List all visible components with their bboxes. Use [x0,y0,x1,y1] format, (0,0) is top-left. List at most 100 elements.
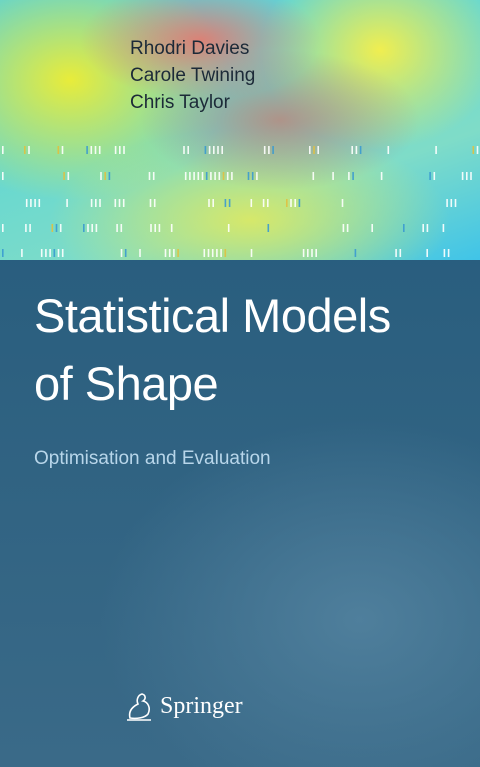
dash [94,146,97,154]
dash [98,146,101,154]
dash [231,172,233,180]
dash [286,199,288,207]
publisher: Springer [160,692,243,719]
dash [450,199,453,207]
dash [354,249,357,257]
dash [256,172,258,180]
dash [218,172,221,180]
dash [422,224,424,232]
dash [139,249,141,257]
dash [311,249,313,257]
dash [247,172,250,180]
dash [213,146,215,154]
dash [63,172,65,180]
dash [34,199,36,207]
dash [120,249,123,257]
dash [124,249,127,257]
dash [212,199,214,207]
dash [123,146,125,154]
dash [312,172,315,180]
dash [205,172,208,180]
dash [95,224,98,232]
author: Chris Taylor [130,92,230,113]
dash [472,146,475,154]
dash [57,146,60,154]
dash [228,199,231,207]
dash [272,146,274,154]
dash [91,224,93,232]
dash [227,224,230,232]
dash [309,146,311,154]
dash [153,199,156,207]
dash [399,249,402,257]
title-line: of Shape [34,357,219,410]
publisher-logo: Springer [124,690,243,722]
dash [250,199,253,207]
dash [118,199,121,207]
dash [25,224,27,232]
dash [59,224,62,232]
dash [149,199,152,207]
dash [25,199,28,207]
dash [2,172,4,180]
dash [251,172,254,180]
dash [217,146,219,154]
dash [158,224,161,232]
dash [290,199,292,207]
dash [201,172,204,180]
dash [317,146,319,154]
dash [119,146,121,154]
dash [302,249,305,257]
dash [67,172,70,180]
dash [187,146,189,154]
dash [341,199,344,207]
dash [2,249,4,257]
dash [355,146,358,154]
dash [359,146,362,154]
dash [40,249,43,257]
dash [90,199,93,207]
dash [29,224,31,232]
dash [51,224,54,232]
dash [57,249,60,257]
dash [294,199,296,207]
dash [116,224,118,232]
dash [53,249,56,257]
dash [30,199,32,207]
dash [429,172,431,180]
dash [173,249,175,257]
subtitle: Optimisation and Evaluation [34,448,271,469]
dash [189,172,191,180]
dash [435,146,437,154]
dash [403,224,405,232]
dash [371,224,373,232]
dash [114,199,117,207]
dash [470,172,472,180]
dash [433,172,436,180]
dash [193,172,195,180]
dash [262,199,265,207]
dash [214,172,216,180]
dash [268,146,270,154]
dash [476,146,479,154]
dash [220,249,222,257]
dash [267,224,270,232]
dash [346,224,349,232]
dash [461,172,464,180]
dash [380,172,383,180]
dash [177,249,179,257]
dash [224,249,227,257]
dash [315,249,317,257]
title-line: Statistical Models [34,289,391,342]
dash [332,172,334,180]
dash [446,199,448,207]
dash [351,146,353,154]
dash-pattern [2,146,479,257]
dash [395,249,397,257]
dash [222,172,225,180]
dash [466,172,468,180]
dash [90,146,93,154]
dash [104,172,106,180]
dash [208,146,211,154]
